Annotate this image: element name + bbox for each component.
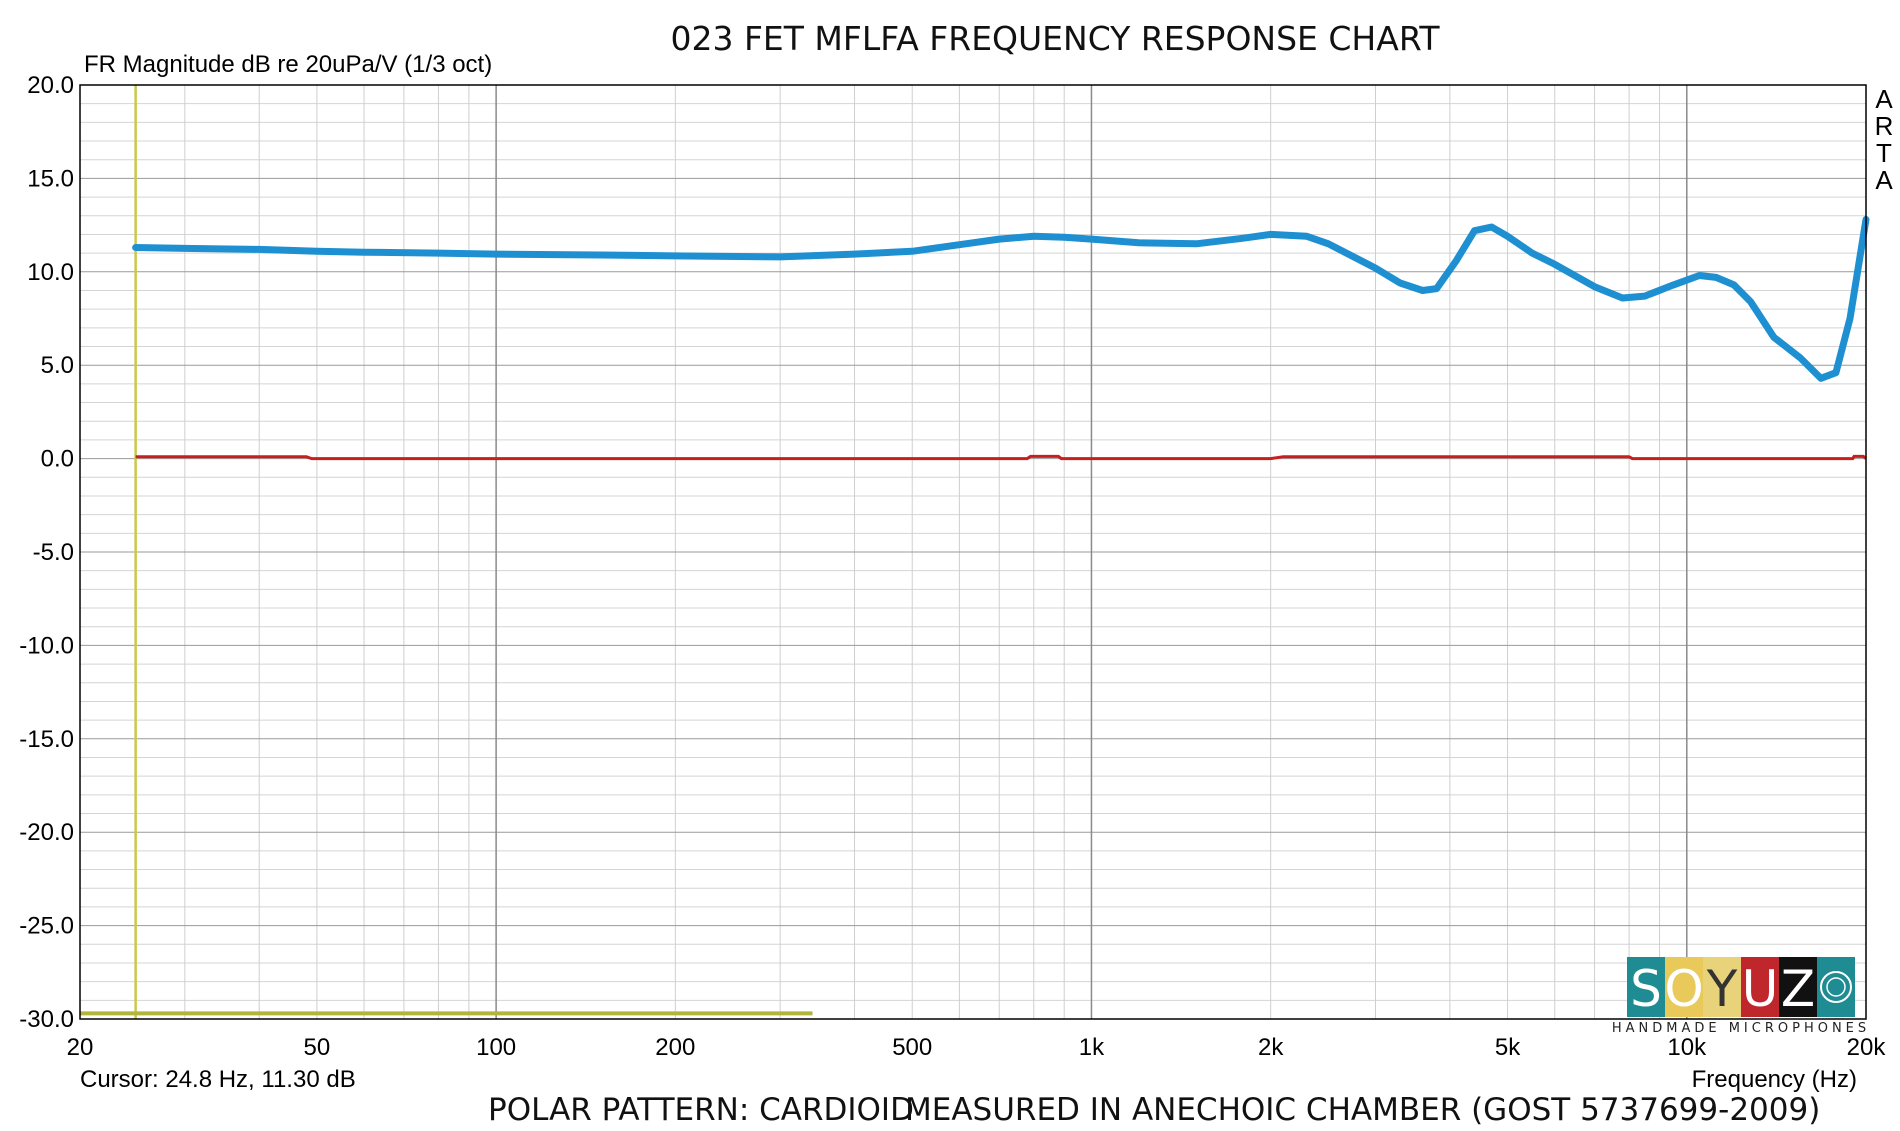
footer-measurement-note: MEASURED IN ANECHOIC CHAMBER (GOST 57376… [905, 1092, 1820, 1128]
arta-letter: A [1875, 84, 1893, 114]
series-line-frequency-response [132, 216, 1870, 382]
logo-letter: Z [1781, 960, 1815, 1018]
arta-letter: R [1875, 111, 1894, 141]
y-tick-label: -10.0 [19, 632, 74, 659]
logo-emblem-icon [1820, 971, 1852, 1003]
y-tick-label: 20.0 [27, 72, 74, 99]
y-tick-labels: 20.0 15.0 10.0 5.0 0.0 -5.0 -10.0 -15.0 -20.0 -25… [19, 72, 74, 1033]
x-axis-label: Frequency (Hz) [1692, 1066, 1857, 1093]
y-tick-label: -5.0 [33, 539, 74, 566]
logo-tile [1627, 957, 1665, 1017]
plot-border [79, 84, 1867, 1020]
x-tick-labels: 20 50 100 200 500 1k 2k 5k 10k 20k [67, 1034, 1887, 1061]
major-grid [80, 84, 1866, 1020]
y-tick-label: -25.0 [19, 913, 74, 940]
x-tick-label: 1k [1079, 1034, 1105, 1061]
y-axis-label: FR Magnitude dB re 20uPa/V (1/3 oct) [84, 51, 492, 78]
y-tick-label: 5.0 [41, 352, 74, 379]
soyuz-logo: S O Y U Z HANDMADE MICROPHONES [1612, 957, 1870, 1036]
y-tick-label: -15.0 [19, 726, 74, 753]
logo-letter: O [1664, 960, 1703, 1018]
x-tick-label: 20k [1847, 1034, 1887, 1061]
logo-tile [1703, 957, 1741, 1017]
arta-letter: T [1876, 138, 1892, 168]
y-tick-label: 10.0 [27, 259, 74, 286]
chart-title: 023 FET MFLFA FREQUENCY RESPONSE CHART [670, 19, 1440, 58]
x-tick-label: 500 [892, 1034, 932, 1061]
x-tick-label: 5k [1495, 1034, 1521, 1061]
cursor-readout: Cursor: 24.8 Hz, 11.30 dB [80, 1066, 356, 1093]
logo-tile [1665, 957, 1703, 1017]
y-tick-label: 0.0 [41, 446, 74, 473]
footer-polar-pattern: POLAR PATTERN: CARDIOID [488, 1092, 914, 1128]
x-tick-label: 50 [304, 1034, 331, 1061]
logo-emblem-inner-icon [1826, 977, 1846, 997]
logo-letter: Y [1706, 960, 1738, 1018]
y-tick-label: -30.0 [19, 1006, 74, 1033]
minor-grid [79, 85, 1867, 1019]
x-tick-label: 10k [1667, 1034, 1707, 1061]
x-tick-label: 200 [655, 1034, 695, 1061]
logo-tile [1817, 957, 1855, 1017]
x-tick-label: 100 [476, 1034, 516, 1061]
x-tick-label: 2k [1258, 1034, 1284, 1061]
logo-letter: S [1630, 960, 1662, 1018]
x-tick-label: 20 [67, 1034, 94, 1061]
logo-subtitle: HANDMADE MICROPHONES [1612, 1021, 1870, 1036]
y-tick-label: 15.0 [27, 165, 74, 192]
arta-letter: A [1875, 165, 1893, 195]
y-tick-label: -20.0 [19, 819, 74, 846]
logo-tile [1779, 957, 1817, 1017]
logo-tile [1741, 957, 1779, 1017]
series-line-reference [135, 454, 1867, 461]
logo-letter: U [1742, 960, 1779, 1018]
